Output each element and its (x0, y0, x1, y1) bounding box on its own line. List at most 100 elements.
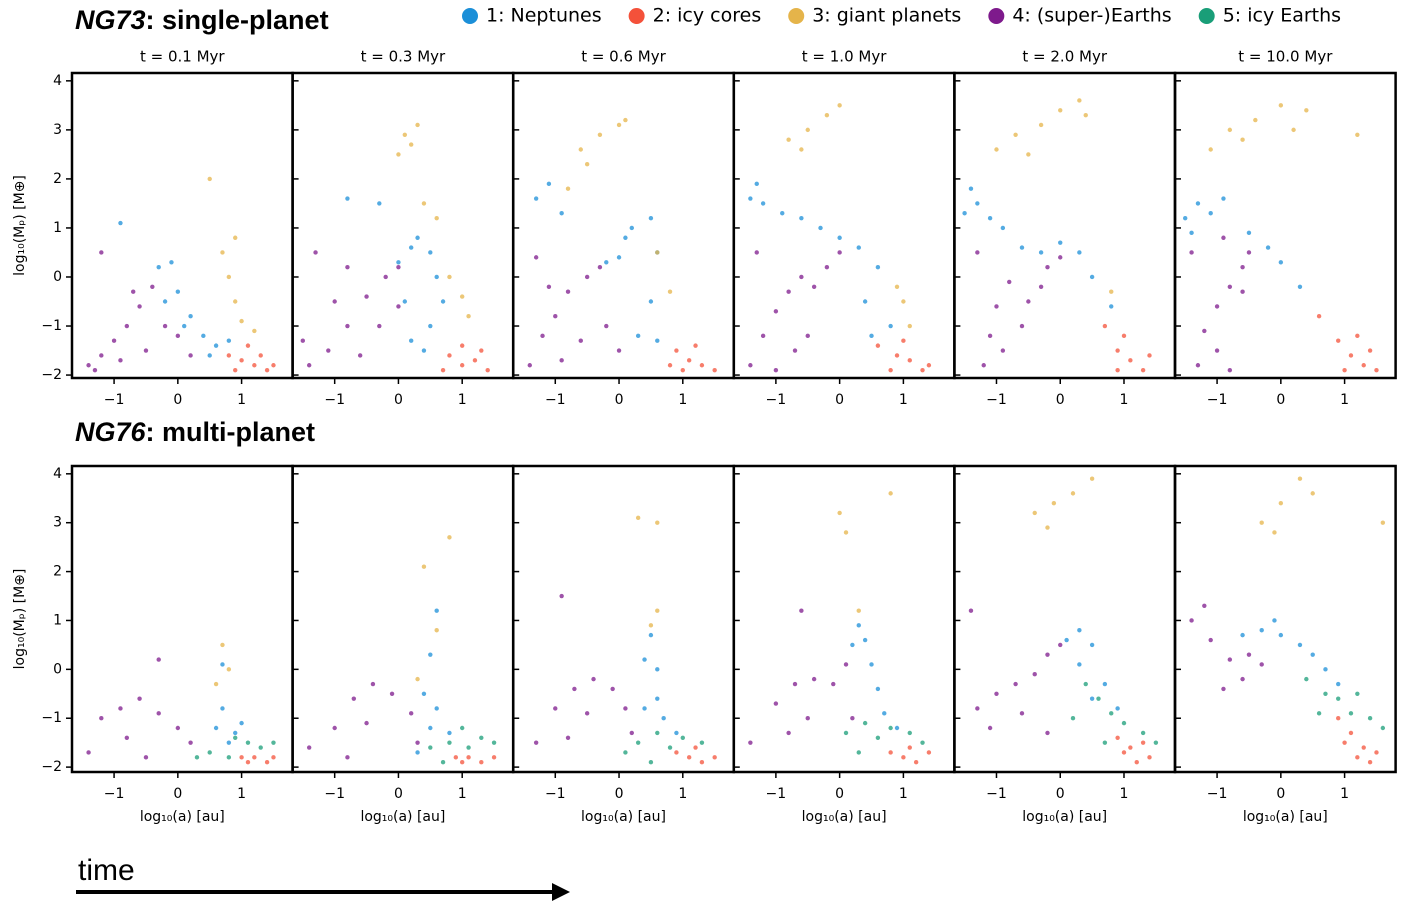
data-point (1128, 358, 1133, 363)
data-point (86, 750, 91, 755)
data-point (712, 367, 717, 373)
data-point (805, 127, 810, 133)
x-tick-label: 0 (173, 392, 182, 408)
data-point (453, 755, 459, 760)
data-point (1115, 367, 1120, 373)
legend-label: 3: giant planets (812, 5, 961, 27)
data-point (1189, 618, 1194, 623)
data-point (623, 706, 628, 711)
panel: −1 0 1 log₁₀(a) [au] (732, 464, 956, 825)
data-point (239, 318, 244, 324)
x-tick-label: 1 (1120, 786, 1129, 802)
data-point (1045, 730, 1050, 736)
y-tick-label: 3 (53, 122, 62, 138)
panel-frame (953, 71, 1177, 380)
data-point (623, 750, 628, 755)
data-point (837, 250, 842, 255)
panel-frame (291, 464, 515, 774)
data-point (648, 215, 654, 221)
data-point (239, 358, 244, 363)
data-point (773, 701, 779, 706)
data-point (118, 706, 123, 711)
data-point (1077, 250, 1082, 255)
data-point (415, 122, 420, 128)
data-point (466, 755, 471, 760)
x-tick-label: 1 (678, 786, 687, 802)
data-point (252, 328, 257, 334)
data-point (1342, 367, 1347, 373)
data-point (213, 681, 219, 687)
data-point (1121, 333, 1127, 339)
data-point (1115, 348, 1120, 353)
data-point (629, 225, 634, 231)
data-point (1355, 132, 1360, 137)
data-point (1058, 642, 1063, 648)
data-point (332, 725, 337, 731)
data-point (1183, 215, 1188, 221)
data-point (396, 304, 401, 309)
x-tick-label: 1 (458, 392, 467, 408)
data-point (1115, 735, 1120, 740)
data-point (1058, 255, 1063, 260)
data-point (559, 593, 564, 599)
data-point (693, 343, 698, 348)
data-point (1240, 289, 1245, 294)
data-point (837, 103, 842, 108)
data-point (1348, 353, 1354, 358)
data-point (377, 201, 382, 206)
panel: t = 0.1 Myr −1 0 1 −2 −1 0 1 2 3 4 log₁₀(Mₚ) [M⊕] (12, 48, 294, 408)
data-point (1240, 676, 1245, 682)
data-point (786, 289, 791, 294)
data-point (1374, 367, 1379, 373)
data-point (1026, 152, 1031, 157)
data-point (1189, 230, 1194, 236)
data-point (674, 750, 679, 755)
data-point (920, 367, 925, 373)
y-tick-label: 0 (53, 661, 62, 677)
data-point (907, 730, 912, 736)
data-point (233, 735, 238, 740)
data-point (591, 676, 596, 682)
x-tick-label: −1 (104, 392, 125, 408)
y-tick-label: 2 (53, 564, 62, 580)
data-point (245, 760, 251, 765)
data-point (792, 348, 798, 353)
data-point (655, 250, 660, 255)
data-point (1038, 284, 1044, 289)
panel-title: t = 1.0 Myr (802, 48, 887, 66)
data-point (415, 750, 420, 755)
data-point (667, 289, 673, 294)
legend-marker (988, 8, 1005, 24)
data-point (648, 760, 654, 765)
data-point (1348, 711, 1354, 716)
data-point (156, 711, 161, 716)
data-point (1077, 628, 1082, 633)
data-point (760, 201, 766, 206)
data-point (479, 735, 484, 740)
data-point (686, 358, 692, 363)
data-point (1361, 363, 1366, 368)
data-point (421, 348, 427, 353)
data-point (421, 564, 427, 569)
data-point (332, 299, 337, 304)
data-point (271, 363, 276, 368)
data-point (421, 691, 427, 696)
data-point (118, 220, 123, 226)
data-point (981, 363, 986, 368)
data-point (1038, 250, 1044, 255)
data-point (1147, 755, 1152, 760)
model-name: NG76 (75, 417, 147, 447)
data-point (616, 122, 622, 128)
data-point (1297, 476, 1303, 481)
data-point (1367, 348, 1373, 353)
x-tick-label: −1 (104, 786, 125, 802)
data-point (824, 112, 830, 118)
data-point (693, 745, 698, 750)
data-point (188, 740, 193, 745)
data-point (850, 642, 855, 648)
data-point (1019, 711, 1025, 716)
data-point (578, 147, 583, 152)
data-point (553, 314, 558, 319)
data-point (1051, 500, 1057, 506)
data-point (968, 608, 974, 613)
